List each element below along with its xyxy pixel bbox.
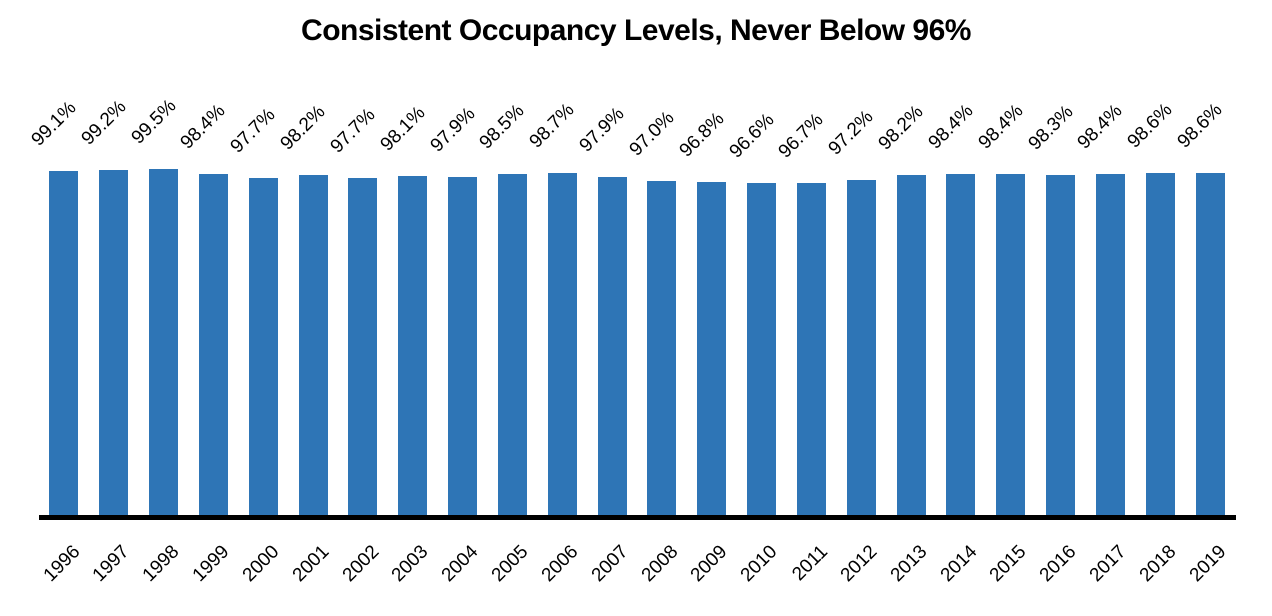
value-label-2011: 96.7% <box>774 109 828 163</box>
bar-2011 <box>796 182 826 518</box>
x-tick-2013: 2013 <box>886 541 932 587</box>
value-label-2017: 98.4% <box>1073 100 1127 154</box>
x-tick-2010: 2010 <box>736 541 782 587</box>
value-label-2014: 98.4% <box>924 100 978 154</box>
bar-2005 <box>497 173 527 518</box>
chart-title: Consistent Occupancy Levels, Never Below… <box>301 14 971 47</box>
x-tick-1997: 1997 <box>89 541 134 587</box>
value-label-2001: 98.2% <box>276 101 330 155</box>
value-label-2007: 97.9% <box>575 103 629 157</box>
x-tick-2012: 2012 <box>836 541 882 587</box>
value-label-1996: 99.1% <box>27 97 81 150</box>
value-label-2000: 97.7% <box>226 104 280 158</box>
value-label-1999: 98.4% <box>176 100 230 154</box>
value-label-2012: 97.2% <box>824 106 878 160</box>
value-label-2019: 98.6% <box>1173 99 1227 153</box>
x-tick-2008: 2008 <box>637 541 683 587</box>
bar-2009 <box>697 182 727 518</box>
bar-2002 <box>348 177 378 518</box>
value-label-2009: 96.8% <box>675 108 729 162</box>
x-tick-2003: 2003 <box>388 541 433 587</box>
bar-1997 <box>99 170 129 518</box>
x-tick-2018: 2018 <box>1135 541 1181 587</box>
value-label-2015: 98.4% <box>974 100 1028 154</box>
x-tick-2011: 2011 <box>787 541 832 586</box>
value-label-1997: 99.2% <box>77 96 131 150</box>
value-label-2002: 97.7% <box>326 104 380 158</box>
value-label-2016: 98.3% <box>1024 101 1078 155</box>
x-tick-2001: 2001 <box>288 541 334 587</box>
bar-2013 <box>896 175 926 518</box>
x-tick-2007: 2007 <box>587 541 633 587</box>
bar-2018 <box>1145 173 1175 518</box>
bar-2001 <box>298 175 328 518</box>
bar-2006 <box>547 172 577 518</box>
bar-1998 <box>149 168 179 518</box>
x-tick-2017: 2017 <box>1085 541 1131 587</box>
x-tick-2005: 2005 <box>487 541 533 587</box>
value-label-2018: 98.6% <box>1123 99 1177 153</box>
x-tick-2019: 2019 <box>1185 541 1231 587</box>
x-tick-1999: 1999 <box>188 541 234 587</box>
x-tick-2016: 2016 <box>1035 541 1081 587</box>
value-label-2013: 98.2% <box>874 101 928 155</box>
x-tick-2009: 2009 <box>687 541 732 587</box>
x-tick-1998: 1998 <box>138 541 184 587</box>
bar-2000 <box>248 177 278 518</box>
value-label-1998: 99.5% <box>127 95 181 148</box>
value-label-2010: 96.6% <box>725 109 779 163</box>
bar-1996 <box>49 170 79 518</box>
bar-2015 <box>996 174 1026 518</box>
value-label-2003: 98.1% <box>376 102 430 156</box>
bar-2019 <box>1195 173 1225 518</box>
x-tick-1996: 1996 <box>39 541 85 587</box>
x-tick-2014: 2014 <box>936 541 982 587</box>
bar-2014 <box>946 174 976 518</box>
value-label-2008: 97.0% <box>625 107 679 161</box>
bar-2008 <box>647 181 677 518</box>
bar-1999 <box>198 174 228 518</box>
x-tick-2004: 2004 <box>437 541 483 587</box>
bar-2017 <box>1095 174 1125 518</box>
x-tick-2000: 2000 <box>238 541 284 587</box>
x-tick-2002: 2002 <box>338 541 384 587</box>
value-label-2006: 98.7% <box>525 99 579 153</box>
bar-2012 <box>846 180 876 518</box>
bar-2004 <box>448 176 478 518</box>
bar-2016 <box>1046 174 1076 518</box>
value-label-2004: 97.9% <box>426 103 480 157</box>
x-tick-2015: 2015 <box>986 541 1031 587</box>
value-label-2005: 98.5% <box>475 100 529 154</box>
bar-2007 <box>597 176 627 518</box>
bar-2003 <box>398 175 428 518</box>
x-tick-2006: 2006 <box>537 541 583 587</box>
x-axis-line <box>39 515 1236 520</box>
bar-2010 <box>747 183 777 518</box>
